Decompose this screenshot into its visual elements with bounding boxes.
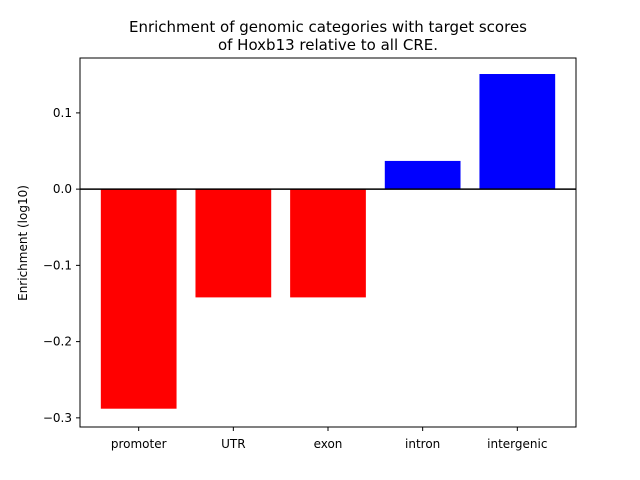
y-tick-label: −0.1 [43,258,72,272]
y-tick-label: 0.1 [53,106,72,120]
bar-promoter [100,189,177,409]
x-tick-label: exon [314,437,343,451]
chart-title-line-1: Enrichment of genomic categories with ta… [129,18,527,36]
bar-intron [384,160,461,190]
chart-title-line-2: of Hoxb13 relative to all CRE. [218,36,438,54]
x-tick-label: intergenic [487,437,547,451]
y-tick-label: 0.0 [53,182,72,196]
y-axis-label: Enrichment (log10) [16,185,30,301]
bars-group [100,74,556,409]
x-tick-label: UTR [221,437,245,451]
y-tick-label: −0.3 [43,411,72,425]
bar-intergenic [479,74,556,190]
bar-exon [290,189,366,298]
y-tick-label: −0.2 [43,335,72,349]
x-tick-label: intron [405,437,440,451]
y-axis: 0.1 0.0 −0.1 −0.2 −0.3 [43,106,80,425]
bar-UTR [195,189,272,298]
x-tick-label: promoter [111,437,167,451]
x-axis: promoter UTR exon intron intergenic [111,427,547,451]
